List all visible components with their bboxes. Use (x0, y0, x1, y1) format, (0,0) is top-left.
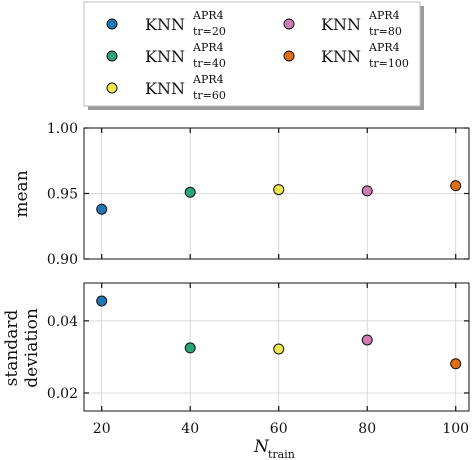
legend-marker-tr40 (106, 50, 118, 62)
legend-label-sup: APR4 (192, 9, 224, 22)
x-axis-title-base: N (253, 437, 270, 457)
mean-axis-title: mean (12, 170, 32, 217)
legend-label-base: KNN (145, 79, 185, 98)
mean-panel-ticks: 0.90 0.95 1.00 (47, 121, 469, 268)
legend-label-sub: tr=80 (369, 25, 402, 38)
std-point-tr20 (96, 295, 108, 307)
legend-label-sup: APR4 (192, 73, 224, 86)
legend-label-base: KNN (145, 47, 185, 66)
legend-label-base: KNN (145, 15, 185, 34)
std-axis-title-line2: deviation (22, 308, 42, 388)
mean-point-tr20 (96, 203, 108, 215)
x-tick-label: 60 (270, 421, 288, 437)
x-tick-label: 40 (181, 421, 199, 437)
legend-entry-tr60: KNN APR4 tr=60 (106, 73, 226, 102)
x-tick-label: 100 (442, 421, 469, 437)
mean-point-tr60 (273, 184, 285, 196)
mean-panel-points (96, 180, 462, 215)
legend-label-sub: tr=100 (369, 57, 409, 70)
x-axis-title: N train (253, 437, 295, 460)
std-point-tr80 (361, 334, 373, 346)
std-point-tr40 (184, 342, 196, 354)
x-tick-label: 20 (93, 421, 111, 437)
legend-entry-tr20: KNN APR4 tr=20 (106, 9, 226, 38)
legend-marker-tr80 (283, 18, 295, 30)
mean-point-tr40 (184, 186, 196, 198)
legend-label-sub: tr=20 (193, 25, 226, 38)
std-point-tr60 (273, 343, 285, 355)
mean-y-tick-label: 0.95 (47, 187, 78, 203)
mean-point-tr100 (450, 180, 462, 192)
mean-panel: 0.90 0.95 1.00 mean (12, 121, 470, 268)
legend-label-sub: tr=60 (193, 89, 226, 102)
legend-entry-tr100: KNN APR4 tr=100 (283, 41, 409, 70)
legend-label-sup: APR4 (368, 41, 400, 54)
legend-marker-tr60 (106, 82, 118, 94)
std-y-tick-label: 0.04 (47, 314, 78, 330)
legend-label-sub: tr=40 (193, 57, 226, 70)
std-panel-frame (83, 282, 470, 412)
legend-label-base: KNN (321, 47, 361, 66)
x-tick-label: 80 (358, 421, 376, 437)
legend-marker-tr20 (106, 18, 118, 30)
legend-marker-tr100 (283, 50, 295, 62)
std-panel-grid (84, 283, 469, 411)
legend-label-base: KNN (321, 15, 361, 34)
legend-entry-tr80: KNN APR4 tr=80 (283, 9, 402, 38)
legend: KNN APR4 tr=20 KNN APR4 tr=40 KNN APR4 t… (83, 1, 424, 110)
std-panel-points (96, 295, 462, 370)
std-panel-ticks: 20 40 60 80 100 0.02 0.04 (47, 283, 469, 437)
mean-point-tr80 (361, 185, 373, 197)
std-axis-title-line1: standard (2, 310, 22, 387)
mean-y-tick-label: 0.90 (47, 252, 78, 268)
legend-entry-tr40: KNN APR4 tr=40 (106, 41, 226, 70)
legend-label-sup: APR4 (368, 9, 400, 22)
std-panel: 20 40 60 80 100 0.02 0.04 standard deviation (2, 282, 470, 437)
legend-label-sup: APR4 (192, 41, 224, 54)
std-point-tr100 (450, 358, 462, 370)
mean-y-tick-label: 1.00 (47, 121, 78, 137)
legend-box (83, 1, 421, 107)
x-axis-title-sub: train (268, 448, 295, 460)
std-y-tick-label: 0.02 (47, 386, 78, 402)
